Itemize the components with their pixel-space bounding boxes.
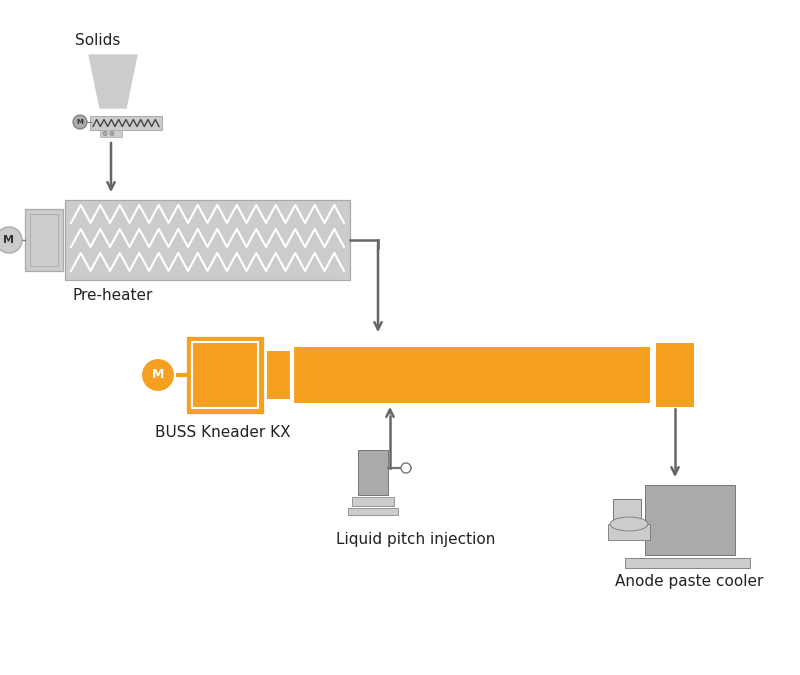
Bar <box>613 499 641 521</box>
Bar <box>625 558 750 568</box>
Text: Solids: Solids <box>75 33 120 48</box>
Bar <box>358 450 388 495</box>
Text: M: M <box>3 235 14 245</box>
Polygon shape <box>89 55 137 108</box>
Circle shape <box>73 115 87 129</box>
Bar <box>30 214 58 266</box>
Bar <box>265 351 290 399</box>
Circle shape <box>0 227 22 253</box>
Bar <box>192 342 258 408</box>
Circle shape <box>141 358 175 392</box>
Text: M: M <box>152 369 164 381</box>
Bar <box>352 497 394 506</box>
Bar <box>185 335 265 415</box>
Bar <box>348 508 398 515</box>
Text: Anode paste cooler: Anode paste cooler <box>615 574 763 589</box>
Circle shape <box>110 132 114 136</box>
Bar <box>25 209 63 271</box>
Text: Liquid pitch injection: Liquid pitch injection <box>336 532 495 547</box>
Bar <box>90 116 162 130</box>
Bar <box>100 130 122 137</box>
Bar <box>645 485 735 555</box>
Bar <box>650 347 656 403</box>
Text: BUSS Kneader KX: BUSS Kneader KX <box>155 425 290 440</box>
Circle shape <box>401 463 411 473</box>
Ellipse shape <box>610 517 648 531</box>
Bar <box>65 200 350 280</box>
Circle shape <box>103 132 107 136</box>
Bar <box>656 343 694 407</box>
Text: M: M <box>77 119 83 125</box>
Bar <box>608 524 650 540</box>
Bar <box>290 347 650 403</box>
Text: Pre-heater: Pre-heater <box>73 288 154 303</box>
